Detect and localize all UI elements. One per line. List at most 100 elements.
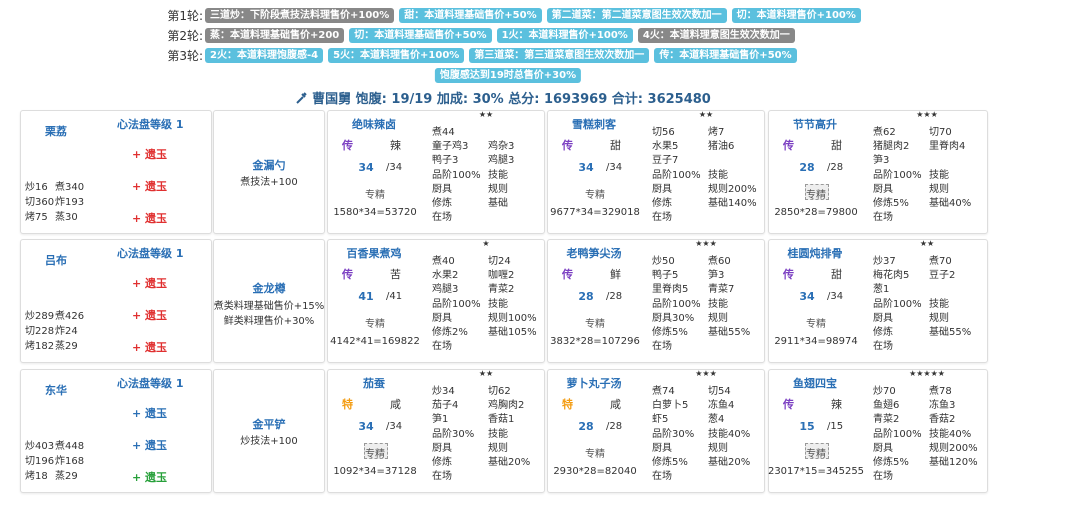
dish-count: 15 bbox=[799, 420, 815, 433]
dish-info: 规则 bbox=[708, 442, 728, 454]
dish-info: 规则 bbox=[708, 312, 728, 324]
dish-info: 笋3 bbox=[708, 270, 725, 282]
dish-info: 鸡腿3 bbox=[488, 155, 515, 167]
dish-info: 鸭子5 bbox=[652, 270, 679, 282]
dish-info: 炒34 bbox=[432, 386, 455, 397]
dish-count: 28 bbox=[799, 161, 815, 174]
jade-slot: + 遗玉 bbox=[132, 148, 168, 161]
dish-info: 基础140% bbox=[708, 198, 757, 209]
dish-info: 技能 bbox=[488, 428, 508, 440]
dish-info: 冻鱼3 bbox=[929, 400, 956, 412]
round-label: 第2轮: bbox=[167, 29, 203, 43]
dish-card: 萝卜丸子汤 ★★★ 特 咸 28/28 专精 2930*28=82040 煮74 切54 白萝卜5… bbox=[547, 369, 765, 493]
dish-rarity: 传 bbox=[342, 268, 353, 281]
dish-info: 虾5 bbox=[652, 414, 669, 426]
dish-info: 基础120% bbox=[929, 457, 978, 468]
dish-skill: 专精 bbox=[806, 190, 826, 201]
dish-info: 煮74 bbox=[652, 386, 675, 397]
dish-info: 煮70 bbox=[929, 256, 952, 267]
dish-info: 梅花肉5 bbox=[873, 270, 910, 282]
summary-line: 曹国舅 饱腹: 19/19 加成: 30% 总分: 1693969 合计: 36… bbox=[0, 88, 1006, 107]
dish-info: 鸡腿3 bbox=[432, 284, 459, 296]
dish-card: 鱼翅四宝 ★★★★★ 传 辣 15/15 专精 23017*15=345255 炒70 煮78 鱼… bbox=[768, 369, 988, 493]
dish-name: 老鸭笋尖汤 bbox=[566, 247, 622, 260]
round-tag: 切：本道料理售价+100% bbox=[731, 8, 861, 23]
dish-formula: 9677*34=329018 bbox=[550, 207, 640, 218]
dish-info: 鸭子3 bbox=[432, 155, 459, 167]
dish-info: 童子鸡3 bbox=[432, 141, 469, 153]
dish-max: /15 bbox=[827, 421, 844, 432]
dish-max: /41 bbox=[386, 291, 403, 302]
dish-name: 鱼翅四宝 bbox=[793, 377, 837, 390]
dish-info: 规则 bbox=[929, 312, 949, 324]
dish-info: 厨具 bbox=[432, 312, 452, 324]
dish-info: 煮40 bbox=[432, 256, 455, 267]
round-label: 第1轮: bbox=[167, 9, 203, 23]
dish-info: 技能 bbox=[708, 298, 728, 310]
chef-skill: 炒403 bbox=[25, 441, 55, 452]
round-tag: 第三道菜：第三道菜意图生效次数加一 bbox=[469, 48, 650, 63]
dish-info: 厨具 bbox=[873, 183, 893, 195]
chef-skill: 炒16 bbox=[25, 182, 48, 193]
dish-name: 萝卜丸子汤 bbox=[566, 377, 622, 390]
dish-stars: ★★★ bbox=[695, 239, 717, 248]
dish-info: 修炼5% bbox=[652, 457, 688, 468]
dish-rarity: 传 bbox=[783, 268, 794, 281]
chef-card: 东华 心法盘等级 1 + 遗玉 + 遗玉 + 遗玉 炒403 煮448 切196 炸168 烤18… bbox=[20, 369, 212, 493]
dish-max: /28 bbox=[606, 421, 623, 432]
dish-info: 在场 bbox=[432, 471, 452, 483]
chef-name: 东华 bbox=[45, 384, 67, 397]
chef-skill: 蒸30 bbox=[55, 212, 78, 223]
chef-level: 心法盘等级 1 bbox=[117, 247, 184, 260]
dish-info: 规则200% bbox=[929, 442, 978, 454]
chef-skill: 切360 bbox=[25, 197, 55, 208]
dish-info: 基础20% bbox=[708, 457, 751, 468]
chef-skill: 炒289 bbox=[25, 311, 55, 322]
dish-info: 修炼2% bbox=[432, 327, 468, 338]
dish-info: 厨具 bbox=[432, 183, 452, 195]
dish-info: 煮44 bbox=[432, 127, 455, 138]
dish-info: 厨具 bbox=[873, 312, 893, 324]
dish-info: 里脊肉4 bbox=[929, 141, 966, 153]
dish-info: 技能40% bbox=[708, 428, 751, 440]
dish-max: /34 bbox=[606, 162, 623, 173]
dish-count: 41 bbox=[358, 290, 374, 303]
dish-info: 在场 bbox=[652, 212, 672, 224]
dish-stars: ★★ bbox=[698, 110, 714, 119]
dish-info: 修炼5% bbox=[873, 457, 909, 468]
round-tag: 2火：本道料理饱腹感-4 bbox=[205, 48, 324, 63]
dish-info: 烤7 bbox=[708, 127, 725, 138]
dish-card: 节节高升 ★★★ 传 甜 28/28 专精 2850*28=79800 煮62 切70 猪腿肉2 里… bbox=[768, 110, 988, 234]
dish-info: 在场 bbox=[432, 341, 452, 353]
dish-info: 基础55% bbox=[929, 327, 972, 338]
dish-info: 里脊肉5 bbox=[652, 284, 689, 296]
dish-rarity: 传 bbox=[783, 139, 794, 152]
dish-info: 水果5 bbox=[652, 141, 679, 153]
dish-info: 切62 bbox=[488, 386, 511, 397]
equip-name: 金龙樽 bbox=[252, 282, 286, 295]
chef-skill: 煮426 bbox=[55, 311, 85, 322]
round-tag: 4火：本道料理意图生效次数加一 bbox=[637, 28, 795, 43]
round-tag: 1火：本道料理售价+100% bbox=[496, 28, 633, 43]
dish-info: 基础105% bbox=[488, 327, 537, 338]
dish-formula: 1580*34=53720 bbox=[333, 207, 417, 218]
dish-info: 茄子4 bbox=[432, 400, 459, 412]
dish-rarity: 传 bbox=[783, 398, 794, 411]
dish-formula: 2850*28=79800 bbox=[774, 207, 858, 218]
dish-info: 切70 bbox=[929, 127, 952, 138]
dish-max: /28 bbox=[827, 162, 844, 173]
dish-skill: 专精 bbox=[806, 319, 826, 330]
dish-info: 煮60 bbox=[708, 256, 731, 267]
dish-info: 厨具 bbox=[652, 183, 672, 195]
dish-info: 基础40% bbox=[929, 198, 972, 209]
jade-slot: + 遗玉 bbox=[132, 277, 168, 290]
dish-formula: 4142*41=169822 bbox=[330, 336, 420, 347]
dish-stars: ★★★ bbox=[695, 369, 717, 378]
dish-card: 老鸭笋尖汤 ★★★ 传 鲜 28/28 专精 3832*28=107296 炒50 煮60 鸭子5… bbox=[547, 239, 765, 363]
dish-info: 鸡胸肉2 bbox=[488, 400, 525, 412]
jade-slot: + 遗玉 bbox=[132, 341, 168, 354]
dish-info: 基础20% bbox=[488, 457, 531, 468]
dish-flavor: 甜 bbox=[831, 268, 842, 281]
dish-flavor: 咸 bbox=[610, 398, 621, 411]
dish-max: /28 bbox=[606, 291, 623, 302]
